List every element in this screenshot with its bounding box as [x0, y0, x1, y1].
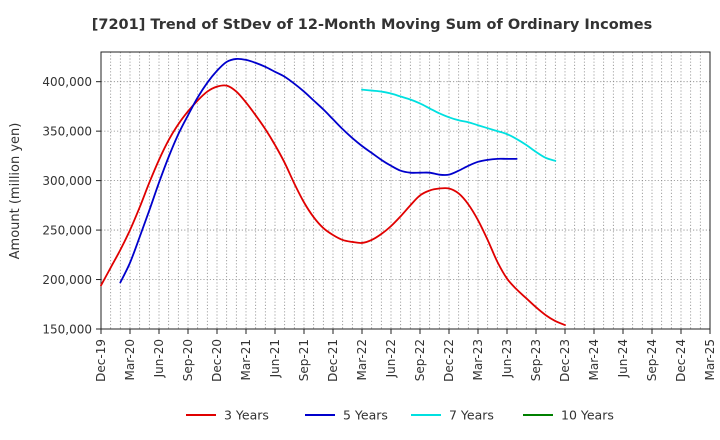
- x-tick-label: Mar-22: [355, 339, 369, 380]
- series-line-7-years: [361, 88, 557, 162]
- legend-label: 5 Years: [343, 408, 388, 423]
- x-tick-label: Dec-19: [94, 339, 108, 382]
- x-tick-label: Mar-21: [239, 339, 253, 380]
- x-tick-label: Mar-20: [123, 339, 137, 380]
- x-tick-label: Sep-20: [181, 339, 195, 381]
- y-tick-label: 200,000: [42, 273, 92, 287]
- x-tick-label: Dec-21: [326, 339, 340, 382]
- legend-label: 3 Years: [224, 408, 269, 423]
- y-axis-ticks: 150,000 200,000 250,000 300,000 350,000 400,0…: [42, 75, 101, 337]
- chart-title: [7201] Trend of StDev of 12-Month Moving…: [92, 17, 653, 33]
- y-axis-label: Amount (million yen): [8, 123, 23, 260]
- y-tick-label: 150,000: [42, 323, 92, 337]
- series-lines: [100, 57, 566, 326]
- legend: 3 Years 5 Years 7 Years 10 Years: [186, 408, 614, 423]
- x-tick-label: Sep-21: [297, 339, 311, 381]
- x-tick-label: Dec-23: [558, 339, 572, 382]
- plot-area: [100, 51, 711, 330]
- legend-label: 7 Years: [449, 408, 494, 423]
- grid-lines: [101, 52, 710, 330]
- x-tick-label: Sep-24: [645, 339, 659, 381]
- x-tick-label: Sep-23: [529, 339, 543, 381]
- x-tick-label: Jun-20: [152, 339, 166, 378]
- x-tick-label: Dec-22: [442, 339, 456, 382]
- series-line-5-years: [119, 57, 518, 284]
- x-tick-label: Mar-25: [703, 339, 717, 380]
- x-tick-label: Jun-24: [616, 339, 630, 378]
- y-tick-label: 350,000: [42, 125, 92, 139]
- x-axis-ticks: Dec-19 Mar-20 Jun-20 Sep-20 Dec-20 Mar-21 Jun-…: [94, 329, 717, 382]
- y-tick-label: 400,000: [42, 75, 92, 89]
- x-tick-label: Mar-23: [471, 339, 485, 380]
- x-tick-label: Mar-24: [587, 339, 601, 380]
- y-tick-label: 300,000: [42, 174, 92, 188]
- legend-label: 10 Years: [561, 408, 614, 423]
- y-tick-label: 250,000: [42, 224, 92, 238]
- x-tick-label: Jun-23: [500, 339, 514, 378]
- x-tick-label: Sep-22: [413, 339, 427, 381]
- x-tick-label: Dec-20: [210, 339, 224, 382]
- x-tick-label: Jun-22: [384, 339, 398, 378]
- x-tick-label: Dec-24: [674, 339, 688, 382]
- series-line-3-years: [100, 84, 566, 326]
- x-tick-label: Jun-21: [268, 339, 282, 378]
